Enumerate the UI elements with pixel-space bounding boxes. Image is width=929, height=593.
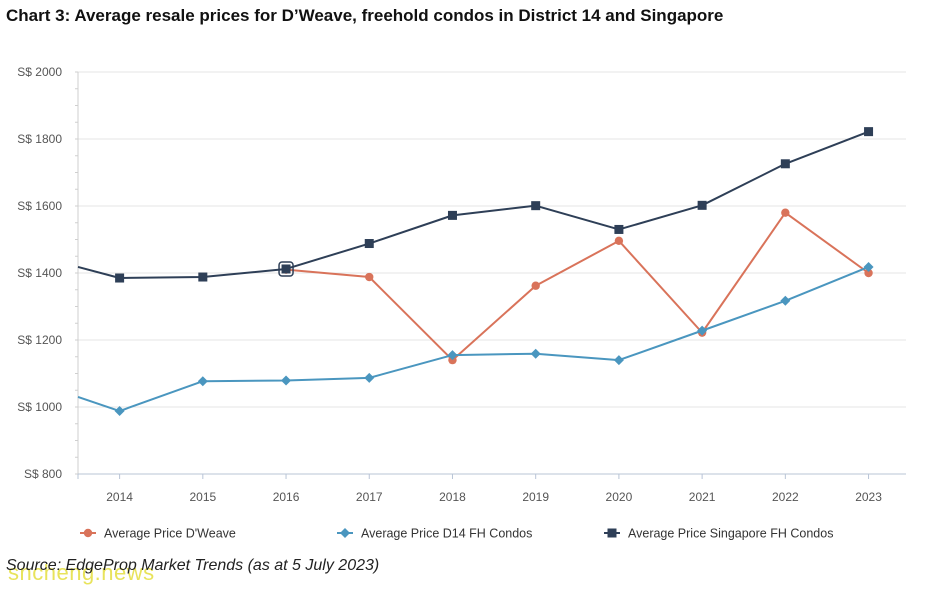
- x-tick-label: 2020: [606, 490, 633, 504]
- series-line: [77, 266, 869, 413]
- legend-marker: [340, 528, 350, 538]
- data-point: [864, 127, 874, 137]
- data-point: [864, 268, 873, 278]
- series-line: [285, 211, 870, 362]
- legend: Average Price D'Weave Average Price D14 F…: [80, 527, 833, 541]
- y-tick-label: S$ 1800: [17, 132, 62, 146]
- y-tick-label: S$ 1200: [17, 333, 62, 347]
- y-tick-label: S$ 2000: [17, 65, 62, 79]
- x-tick-label: 2016: [273, 490, 300, 504]
- x-tick-label: 2017: [356, 490, 383, 504]
- legend-label: Average Price D14 FH Condos: [361, 527, 532, 541]
- data-point: [781, 208, 790, 217]
- data-point: [447, 350, 458, 361]
- data-point: [780, 159, 790, 169]
- data-point: [197, 376, 208, 387]
- axes: S$ 800 S$ 1000 S$ 1200 S$ 1400 S$ 1600 S$ 180…: [17, 65, 906, 504]
- x-tick-label: 2015: [189, 490, 216, 504]
- series-2: [77, 261, 874, 417]
- data-point: [447, 210, 457, 220]
- y-tick-label: S$ 1400: [17, 266, 62, 280]
- watermark-text: sncheng.news: [8, 560, 155, 585]
- hover-highlight: [278, 261, 294, 277]
- data-point: [697, 325, 708, 336]
- legend-label: Average Price Singapore FH Condos: [628, 527, 833, 541]
- x-tick-label: 2021: [689, 490, 716, 504]
- legend-marker: [607, 528, 617, 538]
- legend-item: Average Price Singapore FH Condos: [604, 527, 833, 541]
- series-layer: [77, 127, 874, 417]
- series-line: [77, 130, 869, 280]
- series-1: [281, 208, 873, 365]
- data-point: [365, 272, 374, 282]
- data-point: [198, 272, 208, 282]
- data-point: [697, 200, 707, 210]
- data-point: [530, 348, 541, 359]
- y-tick-label: S$ 1000: [17, 400, 62, 414]
- legend-marker: [83, 528, 93, 538]
- series-3: [77, 127, 874, 283]
- data-point: [115, 273, 125, 283]
- data-point: [613, 355, 624, 366]
- data-point: [114, 406, 125, 417]
- x-tick-label: 2019: [522, 490, 549, 504]
- legend-item: Average Price D'Weave: [80, 527, 236, 541]
- data-point: [780, 295, 791, 306]
- data-point: [364, 372, 375, 383]
- chart-title: Chart 3: Average resale prices for D’Wea…: [6, 6, 724, 25]
- legend-item: Average Price D14 FH Condos: [337, 527, 532, 541]
- x-tick-label: 2018: [439, 490, 466, 504]
- x-tick-label: 2023: [855, 490, 882, 504]
- x-tick-label: 2022: [772, 490, 799, 504]
- data-point: [281, 375, 292, 386]
- data-point: [448, 355, 457, 365]
- data-point: [531, 281, 540, 290]
- y-tick-label: S$ 800: [24, 467, 62, 481]
- data-point: [863, 261, 874, 272]
- legend-label: Average Price D'Weave: [104, 527, 236, 541]
- data-point: [614, 224, 624, 234]
- data-point: [281, 264, 291, 274]
- y-tick-label: S$ 1600: [17, 199, 62, 213]
- data-point: [364, 239, 374, 249]
- source-note: Source: EdgeProp Market Trends (as at 5 …: [6, 557, 380, 574]
- data-point: [614, 236, 624, 246]
- data-point: [531, 201, 541, 211]
- x-tick-label: 2014: [106, 490, 133, 504]
